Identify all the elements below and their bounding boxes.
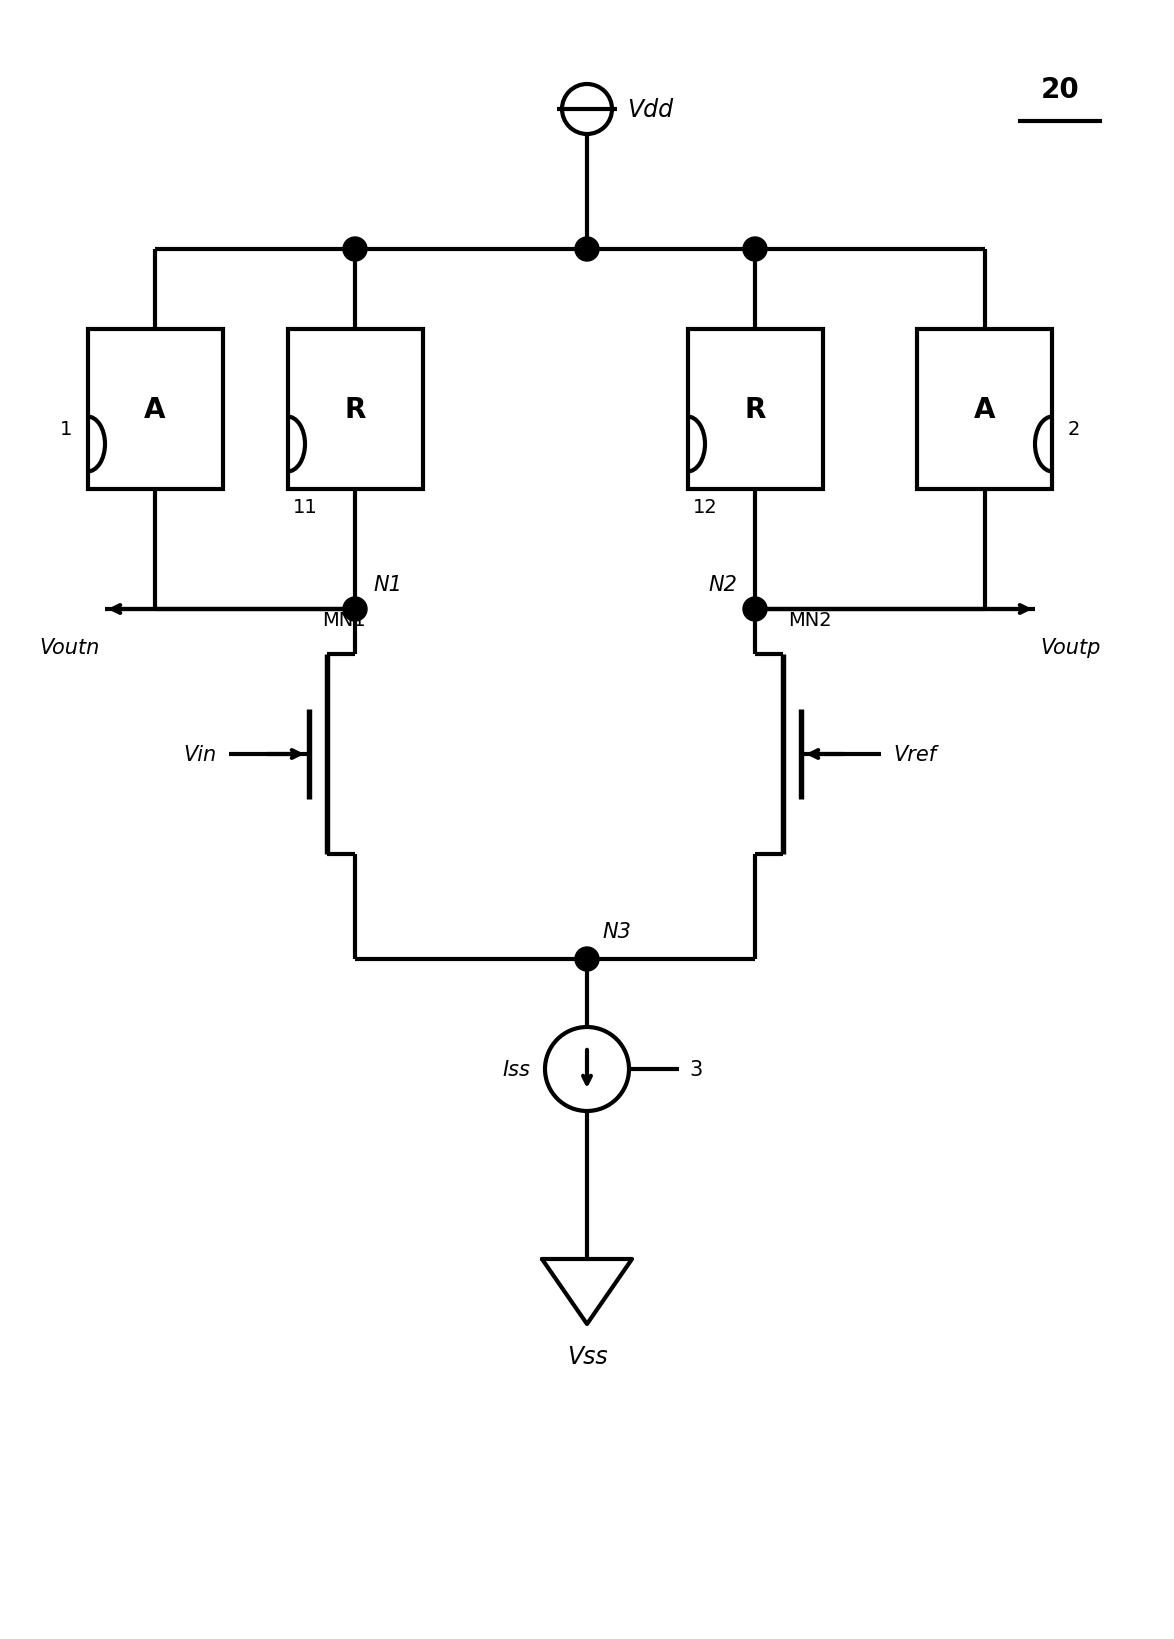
- Text: N1: N1: [373, 575, 402, 595]
- Text: MN1: MN1: [322, 611, 365, 629]
- Text: R: R: [344, 395, 365, 425]
- Text: 3: 3: [689, 1059, 702, 1080]
- Text: MN2: MN2: [788, 611, 831, 629]
- Circle shape: [575, 238, 599, 262]
- Text: 11: 11: [292, 498, 317, 516]
- Text: Iss: Iss: [502, 1059, 529, 1080]
- Text: Vref: Vref: [893, 744, 936, 764]
- Bar: [88, 329, 223, 490]
- Text: 2: 2: [1067, 420, 1080, 439]
- Circle shape: [743, 238, 767, 262]
- Text: 1: 1: [60, 420, 73, 439]
- Text: Voutp: Voutp: [1040, 638, 1100, 657]
- Text: R: R: [744, 395, 765, 425]
- Circle shape: [343, 598, 367, 621]
- Bar: [918, 329, 1053, 490]
- Text: N2: N2: [708, 575, 737, 595]
- Circle shape: [575, 947, 599, 972]
- Text: A: A: [974, 395, 996, 425]
- Bar: [288, 329, 423, 490]
- Text: N3: N3: [602, 921, 630, 941]
- Text: 20: 20: [1040, 75, 1079, 103]
- Text: Voutn: Voutn: [40, 638, 100, 657]
- Text: Vdd: Vdd: [627, 98, 673, 121]
- Circle shape: [743, 598, 767, 621]
- Text: 12: 12: [693, 498, 717, 516]
- Bar: [688, 329, 823, 490]
- Text: A: A: [144, 395, 166, 425]
- Text: Vin: Vin: [184, 744, 217, 764]
- Text: Vss: Vss: [567, 1344, 607, 1369]
- Circle shape: [343, 238, 367, 262]
